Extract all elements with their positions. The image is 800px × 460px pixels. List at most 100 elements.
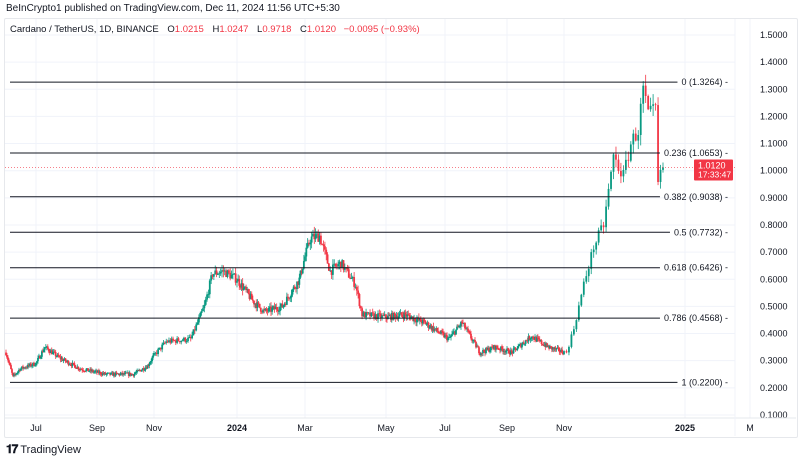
- candle-body: [51, 351, 54, 355]
- candle-body: [600, 225, 603, 231]
- candle-body: [206, 294, 208, 300]
- candle-body: [466, 328, 468, 330]
- candle-body: [485, 347, 487, 354]
- candle-body: [8, 360, 10, 363]
- candle-body: [270, 306, 272, 312]
- candle-body: [568, 346, 570, 353]
- candle-body: [503, 351, 505, 352]
- candle-body: [620, 170, 622, 177]
- candle-body: [602, 225, 605, 228]
- candle-body: [96, 370, 98, 373]
- candle-body: [32, 362, 34, 366]
- candle-body: [57, 354, 60, 357]
- candle-body: [400, 312, 403, 315]
- candle-body: [383, 314, 386, 316]
- candle-body: [136, 370, 139, 373]
- candle-body: [26, 367, 28, 369]
- candle-body: [31, 365, 33, 367]
- candle-body: [130, 374, 133, 376]
- candle-body: [302, 261, 305, 269]
- candle-body: [140, 370, 142, 372]
- candle-body: [255, 303, 258, 308]
- candle-body: [49, 350, 52, 354]
- candle-body: [346, 267, 349, 270]
- candle-body: [141, 368, 144, 370]
- candle-body: [401, 314, 404, 316]
- candle-body: [110, 372, 112, 375]
- candle-body: [214, 270, 217, 275]
- candle-body: [203, 304, 206, 309]
- candle-body: [196, 322, 199, 325]
- candle-body: [207, 294, 210, 295]
- candle-body: [304, 256, 306, 262]
- x-tick-label: Mar: [297, 423, 313, 433]
- candle-body: [120, 372, 123, 374]
- candle-body: [48, 351, 51, 354]
- candle-body: [191, 335, 193, 339]
- candle-body: [185, 341, 188, 342]
- ohlc-legend: Cardano / TetherUS, 1D, BINANCE O1.0215 …: [10, 24, 420, 35]
- candle-body: [595, 242, 598, 250]
- candle-body: [624, 159, 627, 170]
- candle-body: [431, 326, 434, 330]
- candle-body: [55, 356, 58, 358]
- candle-body: [394, 314, 397, 319]
- candle-body: [472, 340, 474, 342]
- candle-body: [518, 344, 521, 347]
- candle-body: [496, 345, 498, 348]
- candle-body: [157, 349, 159, 355]
- candle-body: [7, 357, 9, 361]
- candle-body: [563, 351, 565, 355]
- candle-body: [189, 337, 192, 339]
- candle-body: [545, 343, 548, 348]
- candle-body: [309, 242, 312, 245]
- candle-body: [392, 312, 395, 320]
- candle-body: [389, 315, 392, 320]
- candle-body: [333, 263, 336, 265]
- candle-body: [188, 337, 191, 338]
- open-value: 1.0215: [174, 24, 204, 35]
- candle-body: [555, 348, 558, 350]
- current-price-badge: [694, 159, 733, 181]
- candle-body: [181, 340, 184, 342]
- candle-body: [314, 234, 317, 240]
- candle-body: [53, 351, 56, 353]
- candle-body: [539, 340, 542, 342]
- candle-body: [507, 348, 509, 350]
- candle-body: [365, 312, 367, 318]
- candle-body: [100, 374, 103, 376]
- candle-body: [489, 350, 491, 352]
- candle-body: [320, 235, 322, 245]
- fib-level-label: 0.382 (0.9038) -: [664, 192, 728, 202]
- candle-body: [446, 335, 448, 341]
- tradingview-footer[interactable]: 𝟏𝟕 TradingView: [6, 442, 81, 457]
- candle-body: [98, 372, 101, 374]
- candle-body: [275, 306, 278, 310]
- candle-body: [377, 313, 379, 320]
- candle-body: [419, 318, 422, 322]
- candle-body: [573, 329, 575, 335]
- candle-body: [245, 286, 247, 291]
- candle-body: [399, 312, 402, 314]
- candle-body: [240, 283, 243, 288]
- candle-body: [126, 372, 128, 374]
- candle-body: [424, 321, 427, 325]
- candle-body: [662, 167, 664, 170]
- candle-body: [238, 278, 241, 286]
- candle-body: [347, 269, 350, 278]
- candle-body: [271, 307, 274, 312]
- candle-body: [148, 364, 151, 367]
- candle-body: [455, 329, 457, 335]
- candle-body: [441, 330, 443, 333]
- candle-body: [87, 368, 90, 372]
- candle-body: [82, 370, 85, 372]
- candle-body: [473, 340, 475, 341]
- candle-body: [432, 326, 435, 331]
- candle-body: [145, 367, 148, 369]
- candle-body: [429, 325, 432, 328]
- candle-body: [326, 254, 329, 264]
- candle-body: [577, 305, 580, 321]
- candle-body: [104, 372, 107, 375]
- candle-body: [367, 312, 370, 314]
